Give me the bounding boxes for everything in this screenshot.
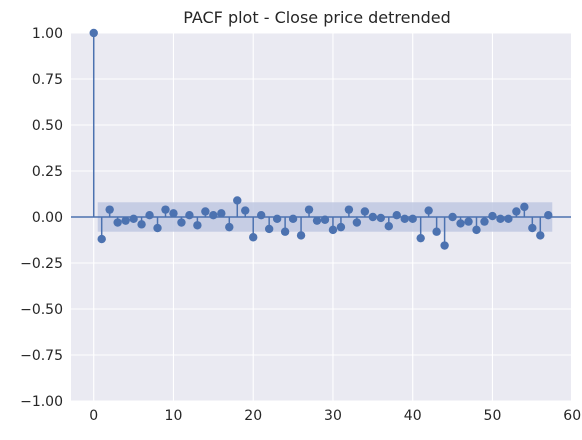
- pacf-point: [448, 212, 457, 222]
- pacf-point: [241, 206, 250, 215]
- pacf-point: [249, 233, 258, 242]
- pacf-point: [288, 214, 298, 224]
- pacf-point: [456, 219, 465, 228]
- pacf-point: [464, 217, 473, 226]
- pacf-point: [528, 223, 537, 233]
- pacf-point: [352, 218, 362, 227]
- pacf-point: [296, 231, 306, 240]
- pacf-point: [153, 223, 162, 233]
- x-tick-label: 40: [404, 408, 422, 424]
- y-tick-label: 0.00: [32, 210, 63, 226]
- pacf-point: [193, 221, 202, 230]
- x-axis-ticks: 0 10 20 30 40 50 60: [89, 408, 581, 424]
- pacf-point: [512, 207, 521, 216]
- pacf-point: [169, 209, 178, 218]
- pacf-point: [336, 222, 346, 232]
- pacf-point: [280, 227, 290, 236]
- marker-layer: [89, 28, 553, 250]
- pacf-point: [129, 214, 138, 224]
- pacf-point: [97, 234, 106, 244]
- x-tick-label: 10: [165, 408, 183, 424]
- pacf-point: [368, 212, 378, 222]
- pacf-point: [105, 205, 114, 214]
- y-tick-label: −1.00: [20, 394, 63, 410]
- pacf-point: [504, 214, 513, 224]
- pacf-point: [392, 210, 401, 220]
- pacf-point: [201, 207, 210, 216]
- pacf-point: [408, 214, 417, 224]
- pacf-point: [312, 216, 322, 225]
- y-tick-label: −0.75: [20, 348, 63, 364]
- pacf-point: [536, 231, 545, 240]
- pacf-point: [161, 205, 170, 214]
- pacf-point: [217, 209, 226, 218]
- y-tick-label: 0.25: [32, 164, 63, 180]
- pacf-point: [177, 218, 186, 227]
- x-tick-label: 0: [89, 408, 98, 424]
- pacf-point: [328, 225, 338, 235]
- pacf-point: [384, 222, 393, 231]
- y-tick-label: −0.25: [20, 256, 63, 272]
- pacf-point: [544, 210, 553, 220]
- x-tick-label: 60: [563, 408, 581, 424]
- pacf-point: [233, 196, 242, 205]
- pacf-point: [89, 28, 98, 38]
- pacf-point: [344, 205, 354, 214]
- pacf-point: [320, 215, 330, 224]
- pacf-point: [209, 210, 218, 220]
- pacf-point: [145, 210, 154, 220]
- x-tick-label: 30: [324, 408, 342, 424]
- pacf-point: [416, 233, 425, 243]
- pacf-point: [432, 227, 441, 236]
- chart-title: PACF plot - Close price detrended: [183, 8, 451, 27]
- y-tick-label: −0.50: [20, 302, 63, 318]
- pacf-point: [256, 210, 266, 220]
- pacf-point: [488, 211, 497, 221]
- pacf-point: [480, 217, 489, 226]
- pacf-point: [185, 210, 194, 220]
- y-tick-label: 0.50: [32, 118, 63, 134]
- y-tick-label: 0.75: [32, 72, 63, 88]
- grid-lines: [71, 32, 573, 402]
- pacf-point: [137, 220, 146, 229]
- y-axis-ticks: −1.00 −0.75 −0.50 −0.25 0.00 0.25 0.50 0.75 1.00: [20, 26, 63, 410]
- x-tick-label: 20: [244, 408, 262, 424]
- pacf-point: [496, 214, 505, 224]
- pacf-point: [121, 216, 130, 225]
- pacf-point: [440, 241, 449, 250]
- pacf-point: [472, 225, 481, 235]
- y-tick-label: 1.00: [32, 26, 63, 42]
- pacf-point: [360, 207, 370, 216]
- x-tick-label: 50: [484, 408, 502, 424]
- pacf-point: [304, 205, 314, 214]
- pacf-point: [520, 202, 529, 212]
- pacf-point: [424, 206, 433, 215]
- pacf-point: [264, 224, 274, 234]
- pacf-point: [225, 222, 234, 232]
- pacf-point: [113, 218, 122, 227]
- pacf-point: [376, 213, 386, 223]
- pacf-point: [400, 214, 409, 224]
- pacf-point: [272, 214, 282, 224]
